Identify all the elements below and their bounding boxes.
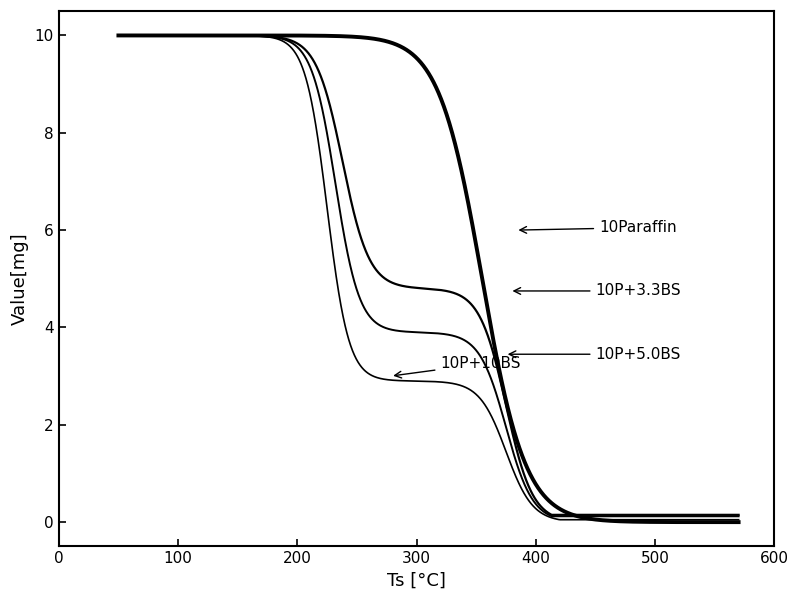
Text: 10Paraffin: 10Paraffin [520,220,677,235]
X-axis label: Ts [°C]: Ts [°C] [387,572,446,590]
Text: 10P+3.3BS: 10P+3.3BS [514,284,681,299]
Text: 10P+10BS: 10P+10BS [394,356,521,378]
Text: 10P+5.0BS: 10P+5.0BS [509,347,681,362]
Y-axis label: Value[mg]: Value[mg] [11,233,29,325]
